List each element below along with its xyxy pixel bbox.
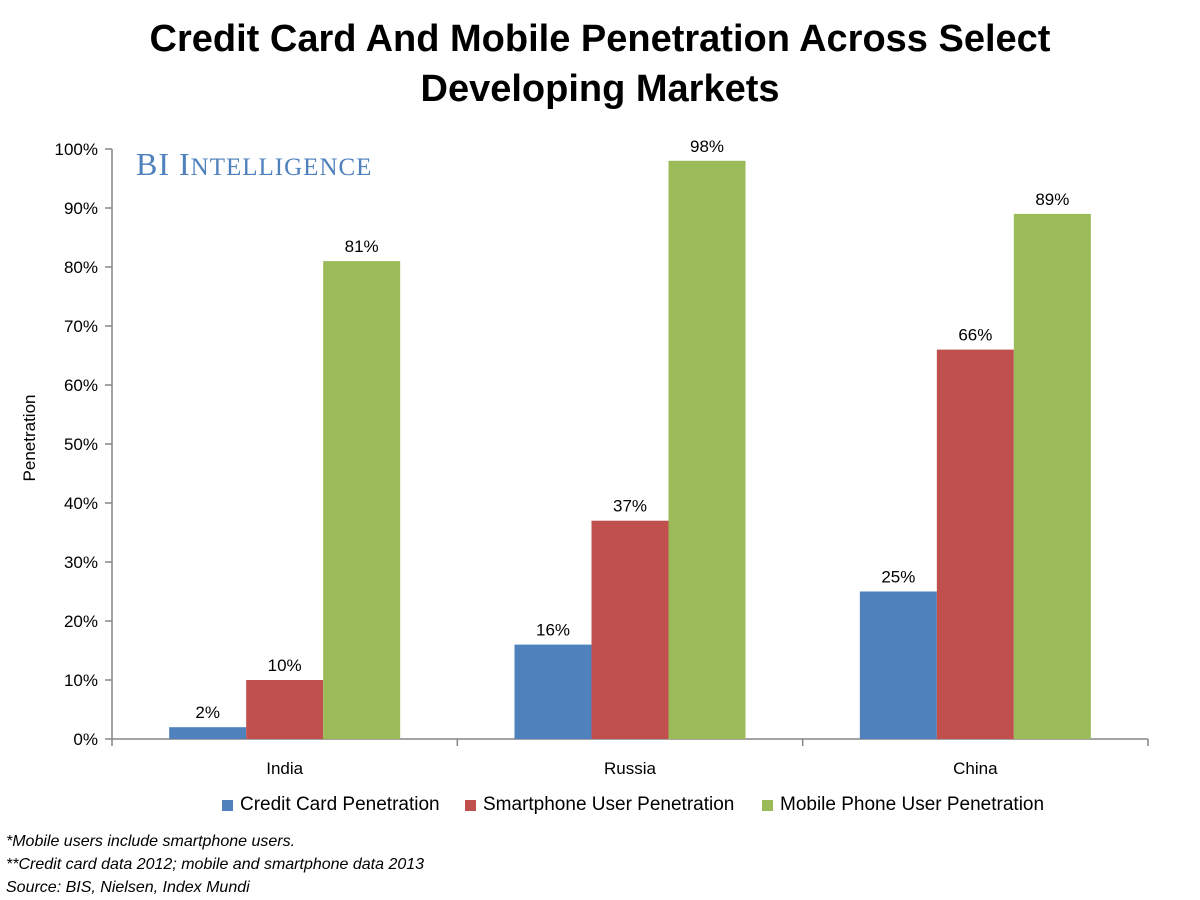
data-label-china-series-1: 66% <box>958 326 992 345</box>
bi-intelligence-logo: BI INTELLIGENCE <box>136 146 372 183</box>
y-tick-label: 30% <box>64 553 98 572</box>
y-tick-label: 90% <box>64 199 98 218</box>
legend: Credit Card Penetration Smartphone User … <box>0 794 1200 820</box>
legend-swatch-credit-card <box>222 799 233 811</box>
bar-russia-series-1 <box>591 520 669 739</box>
logo-word-bi: BI <box>136 146 170 182</box>
bar-chart: 0% 10% 20% 30% 40% 50% 60% 70% 80% 90% 100% 2% 10% 81… <box>55 137 1149 778</box>
bar-china-series-1 <box>936 349 1014 739</box>
data-label-russia-series-1: 37% <box>613 497 647 516</box>
footnote-data-years: **Credit card data 2012; mobile and smar… <box>6 856 425 873</box>
y-tick-label: 80% <box>64 258 98 277</box>
bar-india-series-2 <box>323 261 401 739</box>
data-label-russia-series-2: 98% <box>690 137 724 156</box>
y-tick-label: 60% <box>64 376 98 395</box>
y-tick-label: 100% <box>55 140 98 159</box>
y-tick-label: 0% <box>73 730 98 749</box>
legend-item-smartphone: Smartphone User Penetration <box>465 794 734 816</box>
chart-title-line-2: Developing Markets <box>420 68 780 110</box>
bar-india-series-1 <box>246 680 324 739</box>
logo-word-intelligence-initial: I <box>179 146 191 182</box>
x-category-label-india: India <box>266 759 303 778</box>
y-tick-label: 50% <box>64 435 98 454</box>
data-label-china-series-0: 25% <box>881 568 915 587</box>
data-label-india-series-2: 81% <box>345 237 379 256</box>
data-label-india-series-1: 10% <box>268 656 302 675</box>
x-category-label-russia: Russia <box>604 759 657 778</box>
legend-swatch-smartphone <box>465 799 476 811</box>
legend-item-credit-card: Credit Card Penetration <box>222 794 440 816</box>
y-tick-label: 40% <box>64 494 98 513</box>
y-tick-label: 10% <box>64 671 98 690</box>
bar-russia-series-2 <box>668 160 746 740</box>
x-category-label-china: China <box>953 759 998 778</box>
legend-label-credit-card: Credit Card Penetration <box>240 794 440 815</box>
data-label-russia-series-0: 16% <box>536 621 570 640</box>
legend-label-mobile: Mobile Phone User Penetration <box>780 794 1045 815</box>
bar-india-series-0 <box>169 727 247 739</box>
data-label-china-series-2: 89% <box>1035 190 1069 209</box>
logo-word-intelligence-rest: NTELLIGENCE <box>190 154 373 181</box>
legend-label-smartphone: Smartphone User Penetration <box>483 794 735 815</box>
legend-swatch-mobile <box>762 799 773 811</box>
footnote-source: Source: BIS, Nielsen, Index Mundi <box>6 879 250 896</box>
legend-item-mobile: Mobile Phone User Penetration <box>762 794 1044 816</box>
footnote-mobile-users: *Mobile users include smartphone users. <box>6 833 296 850</box>
y-tick-label: 70% <box>64 317 98 336</box>
y-tick-label: 20% <box>64 612 98 631</box>
bar-china-series-0 <box>859 591 937 739</box>
data-label-india-series-0: 2% <box>195 703 220 722</box>
bar-china-series-2 <box>1013 213 1091 739</box>
bar-russia-series-0 <box>514 644 592 739</box>
footnotes: *Mobile users include smartphone users. … <box>6 830 424 899</box>
chart-title: Credit Card And Mobile Penetration Acros… <box>0 14 1200 114</box>
chart-title-line-1: Credit Card And Mobile Penetration Acros… <box>149 18 1051 60</box>
